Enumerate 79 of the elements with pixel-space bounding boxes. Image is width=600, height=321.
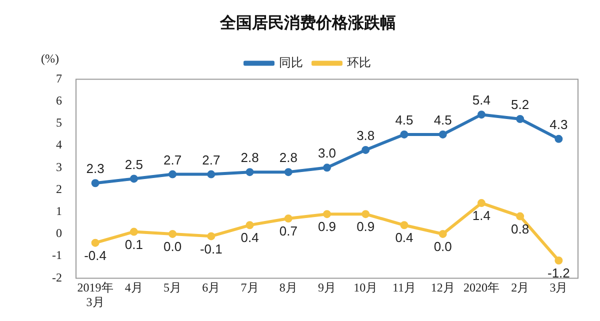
x-tick-label: 8月 xyxy=(279,280,298,295)
data-label: 0.4 xyxy=(395,230,414,246)
data-label: 5.4 xyxy=(472,92,490,108)
point xyxy=(438,130,447,138)
point xyxy=(130,228,138,236)
x-tick-label: 9月 xyxy=(318,280,336,295)
data-label: 4.3 xyxy=(550,116,568,132)
x-tick-label: 11月 xyxy=(392,280,416,295)
y-tick-label: 2 xyxy=(56,182,62,196)
x-tick-label: 3月 xyxy=(550,280,568,295)
data-label: 4.5 xyxy=(395,112,414,128)
point xyxy=(554,134,563,143)
data-label: 0.7 xyxy=(279,224,298,239)
point xyxy=(91,238,100,247)
y-axis-title: (%) xyxy=(40,51,59,66)
legend-label: 同比 xyxy=(279,55,303,70)
y-tick-label: 1 xyxy=(56,204,62,218)
data-label: 0.4 xyxy=(240,230,259,246)
y-tick-label: 4 xyxy=(56,138,62,152)
data-label: 3.8 xyxy=(356,128,375,144)
x-tick-label: 2020年 xyxy=(463,280,500,295)
data-label: 2.7 xyxy=(163,152,182,168)
y-tick-label: 0 xyxy=(56,226,62,240)
data-label: 2.5 xyxy=(124,156,143,172)
data-label: -0.1 xyxy=(200,241,222,256)
chart-title: 全国居民消费价格涨跌幅 xyxy=(219,12,396,32)
x-tick-label: 2019年 3月 xyxy=(77,280,114,309)
y-tick-label: 7 xyxy=(56,71,62,86)
data-label: 2.8 xyxy=(279,150,298,166)
point xyxy=(168,170,177,178)
point xyxy=(554,256,563,265)
y-tick-label: 3 xyxy=(56,160,62,174)
point xyxy=(516,115,524,123)
y-tick-label: 5 xyxy=(56,116,62,130)
x-tick-label: 7月 xyxy=(240,280,259,295)
data-label: 1.4 xyxy=(472,208,490,224)
point xyxy=(207,232,216,240)
data-label: 0.9 xyxy=(318,219,336,234)
point xyxy=(284,214,292,222)
point xyxy=(323,210,331,218)
point xyxy=(477,199,486,208)
point xyxy=(246,221,254,230)
legend-label: 环比 xyxy=(347,55,371,70)
point xyxy=(400,221,408,230)
data-label: 2.8 xyxy=(240,150,259,166)
data-label: 0.8 xyxy=(511,221,530,236)
point xyxy=(323,164,331,172)
point xyxy=(284,168,292,176)
data-label: 0.0 xyxy=(163,239,182,254)
point xyxy=(477,110,486,119)
point xyxy=(362,210,370,218)
point xyxy=(438,230,447,238)
y-tick-label: 6 xyxy=(56,93,62,108)
data-label: -1.2 xyxy=(547,266,570,281)
point xyxy=(207,170,216,178)
y-tick-label: -2 xyxy=(52,270,62,284)
data-label: 0.9 xyxy=(356,219,375,234)
data-label: 2.3 xyxy=(86,161,104,176)
x-tick-label: 12月 xyxy=(430,280,455,295)
data-label: -0.4 xyxy=(84,248,107,263)
point xyxy=(516,212,524,220)
x-tick-label: 10月 xyxy=(354,280,378,295)
x-tick-label: 5月 xyxy=(164,280,182,295)
data-label: 5.2 xyxy=(511,97,530,112)
data-label: 3.0 xyxy=(318,146,336,161)
x-tick-label: 6月 xyxy=(202,280,220,295)
x-tick-label: 4月 xyxy=(124,280,143,295)
data-label: 0.1 xyxy=(124,236,143,252)
point xyxy=(91,179,100,188)
y-tick-label: -1 xyxy=(52,248,62,262)
data-label: 4.5 xyxy=(434,112,452,128)
data-label: 2.7 xyxy=(202,152,220,168)
point xyxy=(362,146,370,154)
x-tick-label: 2月 xyxy=(511,280,530,295)
point xyxy=(246,168,254,176)
point xyxy=(400,130,408,138)
data-label: 0.0 xyxy=(434,239,452,254)
point xyxy=(168,230,177,238)
point xyxy=(130,174,138,183)
